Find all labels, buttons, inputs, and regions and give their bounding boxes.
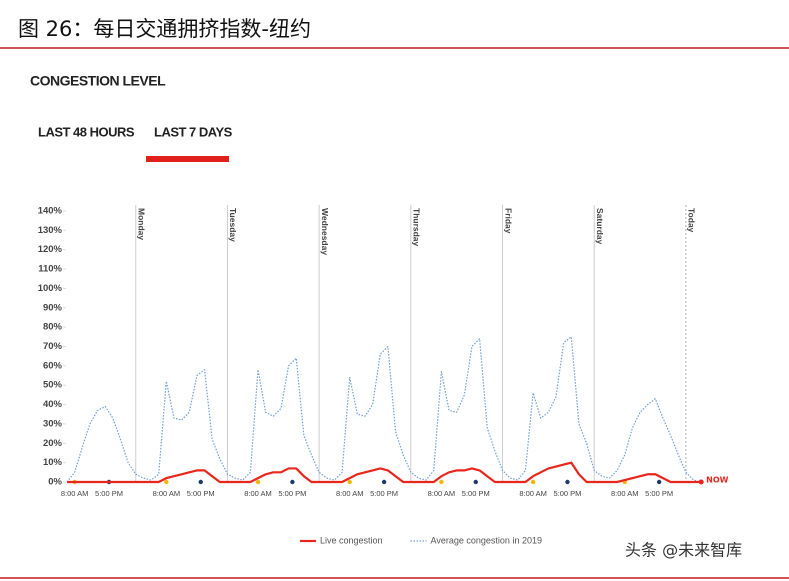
x-tick <box>530 479 536 485</box>
x-tick <box>290 479 295 485</box>
day-label: Saturday <box>595 208 605 245</box>
y-tick-label: 90% <box>43 302 63 313</box>
tab[interactable]: LAST 7 DAYS <box>154 124 233 139</box>
now-marker <box>698 479 704 485</box>
day-label: Monday <box>137 208 147 240</box>
y-tick-label: 10% <box>43 457 63 468</box>
active-tab-bar <box>146 156 229 162</box>
series-line <box>66 336 702 483</box>
x-tick-label: 5:00 PM <box>645 489 673 498</box>
y-tick-label: 0% <box>48 477 62 488</box>
x-tick-label: 5:00 PM <box>370 489 398 498</box>
x-tick <box>381 479 387 485</box>
x-tick-label: 8:00 AM <box>61 489 89 498</box>
y-tick-label: 140% <box>38 206 63 217</box>
x-tick <box>198 479 203 485</box>
x-tick-label: 8:00 AM <box>611 489 639 498</box>
page-title: 图 26：每日交通拥挤指数-纽约 <box>18 17 311 41</box>
x-tick-label: 8:00 AM <box>336 489 364 498</box>
y-tick-label: 80% <box>43 322 63 333</box>
x-tick-label: 8:00 AM <box>519 489 547 498</box>
x-tick-label: 5:00 PM <box>95 489 123 498</box>
x-tick-label: 5:00 PM <box>462 489 490 498</box>
y-tick-label: 110% <box>38 264 62 275</box>
x-tick-label: 8:00 AM <box>428 489 456 498</box>
x-tick-label: 8:00 AM <box>244 489 272 498</box>
x-tick-label: 8:00 AM <box>153 489 181 498</box>
series-line <box>67 461 702 484</box>
day-label: Today <box>687 208 697 233</box>
x-tick-label: 5:00 PM <box>278 489 306 498</box>
day-label: Tuesday <box>228 208 238 242</box>
y-tick-label: 100% <box>38 283 63 294</box>
annotation: NOW <box>706 476 728 485</box>
y-tick-label: 130% <box>38 225 63 236</box>
x-tick <box>255 479 261 485</box>
panel-title: CONGESTION LEVEL <box>30 73 166 89</box>
x-tick-label: 5:00 PM <box>553 489 581 498</box>
x-tick <box>565 479 570 485</box>
y-tick-label: 40% <box>43 399 63 410</box>
x-tick <box>656 479 662 485</box>
y-tick-label: 50% <box>43 380 63 391</box>
x-tick <box>164 479 169 485</box>
x-tick <box>439 479 444 485</box>
x-tick <box>473 479 478 485</box>
tab[interactable]: LAST 48 HOURS <box>38 124 135 139</box>
y-tick-label: 70% <box>43 341 63 352</box>
y-tick-label: 30% <box>43 418 63 429</box>
day-label: Friday <box>503 208 513 234</box>
watermark: 头条 @未来智库 <box>625 541 742 560</box>
legend-label: Live congestion <box>320 535 383 545</box>
x-tick <box>347 479 352 485</box>
x-tick-label: 5:00 PM <box>187 489 215 498</box>
day-label: Thursday <box>412 208 422 247</box>
plot: 0% 10% 20% 30% 40% 50% 60% 70% 80% 90% 100% 110% 120… <box>38 205 729 545</box>
y-tick-label: 20% <box>43 438 63 449</box>
y-tick-label: 120% <box>38 244 63 255</box>
y-tick-label: 60% <box>43 360 63 371</box>
day-label: Wednesday <box>320 208 330 255</box>
legend-label: Average congestion in 2019 <box>431 535 542 545</box>
